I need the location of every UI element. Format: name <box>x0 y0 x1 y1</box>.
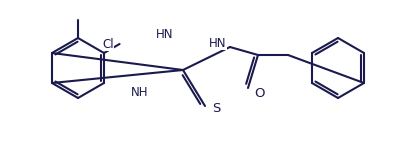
Text: NH: NH <box>131 85 149 99</box>
Text: S: S <box>212 103 220 115</box>
Text: Cl: Cl <box>102 37 113 51</box>
Text: O: O <box>254 86 265 100</box>
Text: HN: HN <box>209 36 227 50</box>
Text: HN: HN <box>156 28 174 40</box>
